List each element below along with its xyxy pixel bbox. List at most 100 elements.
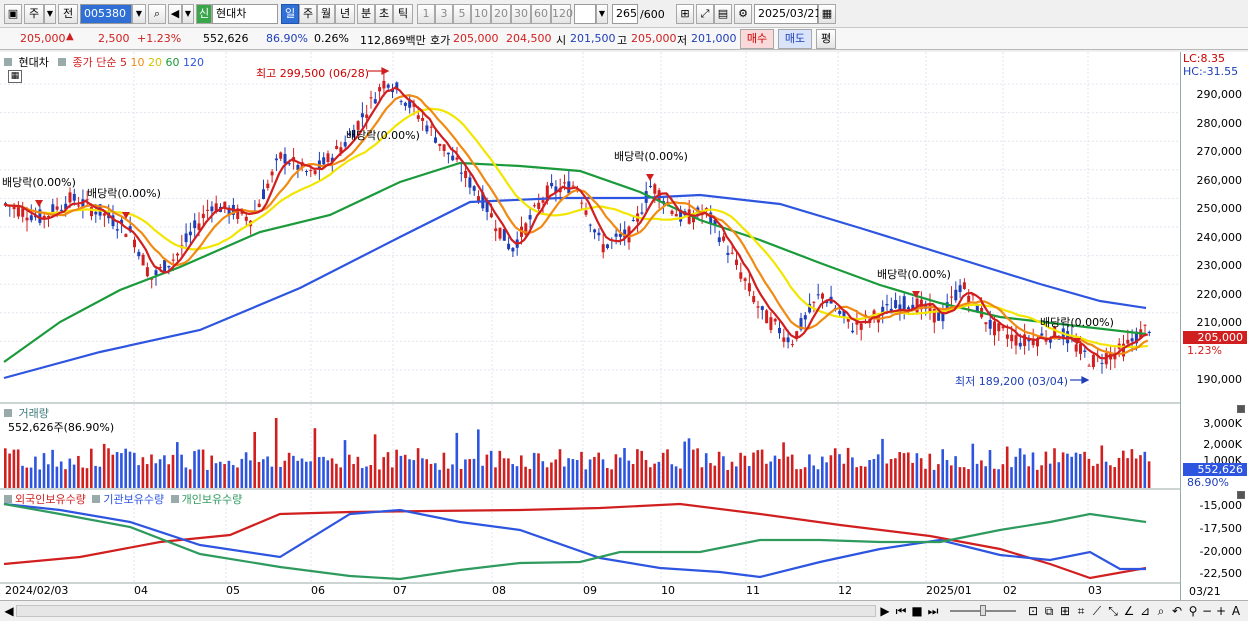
volume-bar [876, 454, 880, 488]
layout-icon[interactable]: ▣ [4, 4, 22, 24]
tf-year[interactable]: 년 [335, 4, 355, 24]
angle-tool-icon[interactable]: ∠ [1123, 604, 1135, 618]
line-tool-icon[interactable]: ⟋ [1092, 604, 1102, 618]
split-icon[interactable]: ⧉ [1044, 604, 1054, 618]
scroll-left-icon[interactable]: ◀ [4, 604, 14, 618]
compare-icon[interactable]: ⊞ [1059, 604, 1071, 618]
toolbar: ▣ 주 ▼ 전 005380 ▼ ⌕ ◀ ▼ 신 현대차 일 주 월 년 분 초… [0, 0, 1248, 28]
candle-body [416, 115, 420, 119]
tf-day[interactable]: 일 [281, 4, 299, 24]
tf-tick[interactable]: 틱 [393, 4, 413, 24]
volume-bar [932, 469, 936, 488]
quote-change: 2,500 [98, 32, 130, 45]
volume-bar [356, 456, 360, 488]
tf-month[interactable]: 월 [317, 4, 335, 24]
volume-bar [1134, 458, 1138, 488]
volume-toggle-icon[interactable] [4, 409, 12, 417]
xtick-2025-01: 2025/01 [926, 584, 972, 597]
interval-3[interactable]: 3 [435, 4, 453, 24]
candle-body [958, 285, 962, 293]
volume-bar [1126, 458, 1129, 488]
zoom-in-icon[interactable]: + [1215, 604, 1227, 618]
candle-body [154, 270, 158, 276]
price-panel-header: 현대차 [4, 54, 49, 70]
text-size-icon[interactable]: A [1231, 604, 1241, 618]
volume-bar [571, 459, 575, 488]
gear-icon[interactable]: ⚙ [734, 4, 752, 24]
date-input[interactable]: 2025/03/21 [754, 4, 821, 24]
tf-minute[interactable]: 분 [357, 4, 375, 24]
stop-icon[interactable]: ■ [911, 604, 923, 618]
calendar-icon[interactable]: ▦ [818, 4, 836, 24]
tf-week[interactable]: 주 [299, 4, 317, 24]
undo-icon[interactable]: ↶ [1171, 604, 1183, 618]
chart-area[interactable]: 현대차 종가 단순 5 10 20 60 120 ▦ 최고 299,500 (0… [0, 52, 1248, 600]
volume-bar [167, 464, 170, 488]
volume-bar [1044, 451, 1048, 488]
ruler-icon[interactable]: ⊿ [1139, 604, 1151, 618]
candle-body [1005, 334, 1009, 339]
zoom-out-icon[interactable]: − [1201, 604, 1213, 618]
period-button[interactable]: 주 [24, 4, 44, 24]
custom-interval-dropdown-icon[interactable]: ▼ [596, 4, 608, 24]
candle-body [640, 212, 644, 214]
candle-body [816, 294, 820, 296]
new-badge[interactable]: 신 [196, 4, 212, 24]
ma-toggle-icon[interactable] [58, 58, 66, 66]
holdings-toggle-icon-3[interactable] [170, 495, 179, 503]
chart-canvas[interactable] [0, 52, 1248, 600]
volume-bar [937, 464, 940, 488]
holdings-panel-close-icon[interactable] [1237, 491, 1245, 499]
interval-120[interactable]: 120 [551, 4, 573, 24]
candle-body [778, 327, 781, 334]
first-page-icon[interactable]: ⏮ [895, 604, 907, 618]
volume-bar [541, 461, 545, 488]
interval-10[interactable]: 10 [471, 4, 491, 24]
scroll-right-icon[interactable]: ▶ [880, 604, 890, 618]
trend-tool-icon[interactable]: ⤡ [1108, 604, 1118, 618]
magnifier-icon[interactable]: ⌕ [1157, 604, 1165, 618]
horizontal-scrollbar[interactable] [16, 605, 876, 617]
draw-tool-icon[interactable]: ⤢ [696, 4, 714, 24]
candle-body [124, 234, 128, 237]
stock-name-field[interactable]: 현대차 [212, 4, 278, 24]
candle-body [782, 337, 786, 342]
speaker-dropdown-icon[interactable]: ▼ [182, 4, 194, 24]
volume-bar [954, 456, 957, 488]
search-icon[interactable]: ⌕ [148, 4, 166, 24]
tf-second[interactable]: 초 [375, 4, 393, 24]
save-icon[interactable]: ▤ [714, 4, 732, 24]
fit-icon[interactable]: ⊡ [1027, 604, 1039, 618]
volume-bar [545, 467, 549, 488]
volume-panel-close-icon[interactable] [1237, 405, 1245, 413]
candle-body [399, 101, 403, 103]
avg-button[interactable]: 평 [816, 29, 836, 49]
zoom-slider-handle[interactable] [980, 605, 986, 616]
interval-5[interactable]: 5 [453, 4, 471, 24]
legend-institution: 기관보유수량 [103, 493, 165, 506]
speaker-icon[interactable]: ◀ [168, 4, 182, 24]
interval-60[interactable]: 60 [531, 4, 551, 24]
period-dropdown-icon[interactable]: ▼ [44, 4, 56, 24]
interval-20[interactable]: 20 [491, 4, 511, 24]
holdings-toggle-icon-2[interactable] [92, 495, 101, 503]
interval-1[interactable]: 1 [417, 4, 435, 24]
interval-30[interactable]: 30 [511, 4, 531, 24]
prev-button[interactable]: 전 [58, 4, 78, 24]
custom-interval-input[interactable] [574, 4, 596, 24]
count-input[interactable]: 265 [612, 4, 638, 24]
code-dropdown-icon[interactable]: ▼ [132, 4, 146, 24]
chart-type-icon[interactable]: ⊞ [676, 4, 694, 24]
sell-button[interactable]: 매도 [778, 29, 812, 49]
volume-bar [1048, 463, 1052, 488]
volume-bar [408, 459, 411, 488]
zoom-search-icon[interactable]: ⚲ [1188, 604, 1198, 618]
stock-code-input[interactable]: 005380 [80, 4, 132, 24]
grid-toggle-icon[interactable]: ▦ [8, 70, 22, 83]
panel-toggle-icon[interactable] [4, 58, 12, 66]
buy-button[interactable]: 매수 [740, 29, 774, 49]
holdings-toggle-icon-1[interactable] [4, 495, 12, 503]
candle-body [855, 320, 859, 325]
indicator-icon[interactable]: ⌗ [1077, 604, 1085, 618]
last-page-icon[interactable]: ⏭ [927, 604, 939, 618]
